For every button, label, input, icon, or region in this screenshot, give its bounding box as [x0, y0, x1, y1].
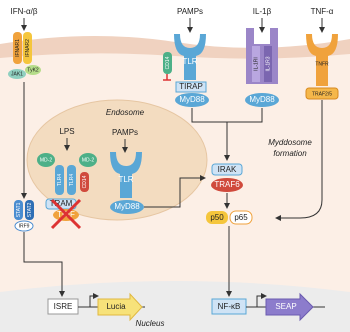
label: LPS [59, 127, 74, 136]
label: JAK1 [11, 71, 23, 77]
label: TRAM [50, 199, 73, 208]
label: MyD88 [249, 95, 275, 104]
label: Endosome [106, 108, 145, 117]
irf9 [14, 220, 34, 232]
tlr [174, 34, 206, 80]
label: IRF9 [19, 223, 30, 229]
myd88 [175, 93, 209, 107]
label: IFNAR1 [15, 39, 21, 57]
label: MD-2 [40, 157, 52, 163]
arrow [23, 232, 65, 297]
il1r [264, 46, 272, 82]
label: TLR4 [69, 174, 75, 186]
md2 [79, 153, 97, 167]
label: MyD88 [179, 95, 205, 104]
tnfr [306, 34, 338, 86]
label: MD-2 [82, 157, 94, 163]
label: IRAK [218, 165, 237, 174]
label: ISRE [54, 302, 73, 311]
label: IFNAR2 [25, 39, 31, 57]
label: TRAF2/5 [312, 91, 332, 97]
il1r [252, 46, 260, 82]
label: TLR [182, 57, 197, 66]
traf6 [211, 178, 243, 192]
arrow [275, 100, 323, 221]
kinase [25, 65, 41, 75]
label: TNF-α [311, 7, 334, 16]
label: PAMPs [177, 7, 203, 16]
receptor [23, 32, 32, 64]
label: TLR [118, 175, 133, 184]
myd88 [110, 200, 144, 214]
label: Myddosome [268, 138, 312, 147]
tlr4 [55, 165, 64, 195]
arrow [144, 175, 206, 208]
lucia [97, 292, 143, 322]
tlr [110, 152, 142, 198]
kinase [8, 69, 26, 79]
tirap [175, 81, 207, 93]
label: STAT2 [27, 202, 33, 217]
cd14 [80, 172, 89, 192]
promoter [89, 293, 99, 307]
p50 [206, 211, 228, 224]
label: TNFR [315, 61, 329, 67]
label: formation [273, 149, 307, 158]
label: MyD88 [114, 202, 140, 211]
label: IFN-α/β [11, 7, 38, 16]
label: IL-1β [253, 7, 272, 16]
label: TyK2 [27, 67, 39, 73]
label: Nucleus [136, 319, 165, 328]
myd88 [245, 93, 279, 107]
label: TRAF6 [214, 180, 240, 189]
label: CD14 [165, 56, 171, 69]
stat [25, 200, 34, 220]
cd14 [163, 52, 172, 74]
cross [50, 198, 82, 230]
inhibit [163, 74, 171, 81]
label: CD14 [82, 175, 88, 188]
label: TIRAP [179, 82, 203, 91]
label: IL-1R3 [265, 56, 271, 71]
label: p65 [234, 213, 248, 222]
label: TLR4 [57, 174, 63, 186]
label: Lucia [106, 302, 126, 311]
label: NF-κB [218, 302, 241, 311]
arrow [191, 108, 263, 160]
irak [211, 163, 243, 176]
promoter [256, 293, 267, 307]
traf25 [305, 87, 339, 100]
stat [14, 200, 23, 220]
label: PAMPs [112, 128, 138, 137]
md2 [37, 153, 55, 167]
label: IL-1RI [253, 57, 259, 71]
tlr4 [67, 165, 76, 195]
seap [265, 292, 314, 322]
label: SEAP [275, 302, 296, 311]
label: p50 [210, 213, 224, 222]
receptor [13, 32, 22, 64]
label: STAT1 [16, 202, 22, 217]
p65 [229, 210, 253, 225]
